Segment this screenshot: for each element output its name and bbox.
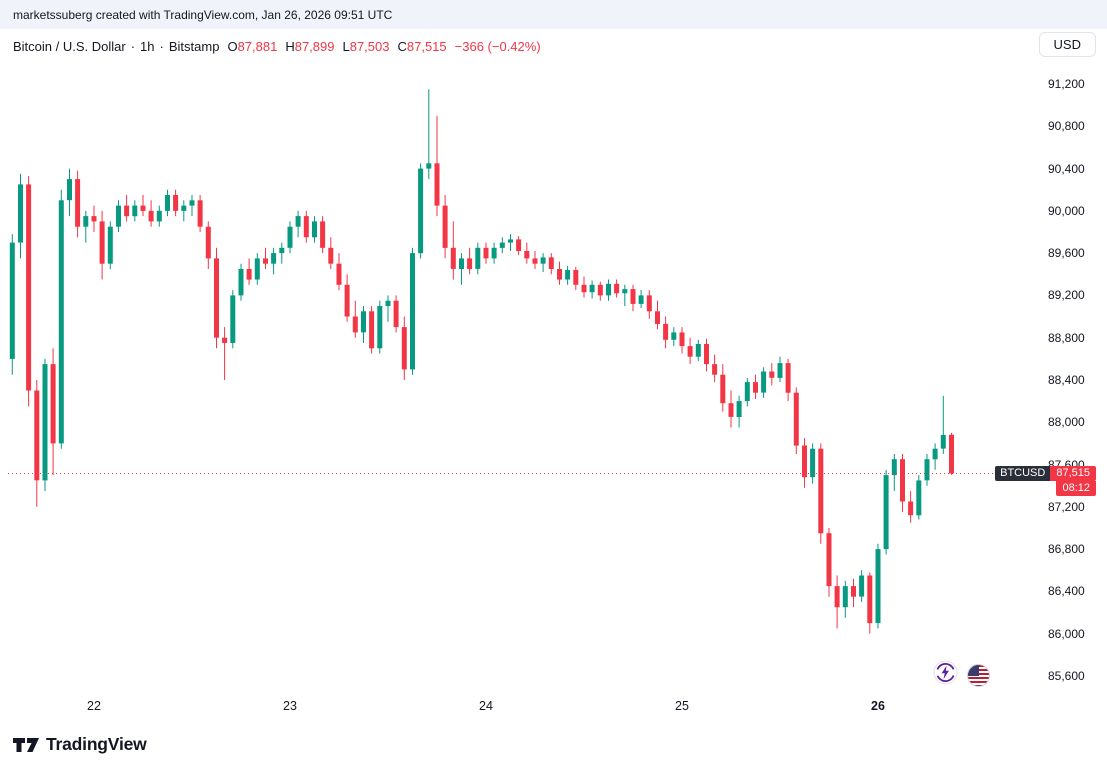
separator-dot: · <box>130 38 136 54</box>
price-tick-label: 90,400 <box>1048 161 1085 176</box>
time-tick-label: 25 <box>675 699 689 713</box>
price-tick-label: 87,200 <box>1048 499 1085 514</box>
interval-label: 1h <box>140 38 155 54</box>
ohlc-close: C87,515 <box>397 38 447 54</box>
ohlc-open: O87,881 <box>227 38 278 54</box>
time-tick-label: 26 <box>871 699 885 713</box>
price-tick-label: 86,800 <box>1048 542 1085 557</box>
ohlc-low: L87,503 <box>342 38 390 54</box>
time-axis[interactable]: 22 23 24 25 26 <box>0 697 1045 717</box>
symbol-header: Bitcoin / U.S. Dollar · 1h · Bitstamp O8… <box>13 36 541 56</box>
price-tick-label: 85,600 <box>1048 668 1085 683</box>
lightning-refresh-icon[interactable] <box>933 660 958 690</box>
ohlc-high: H87,899 <box>285 38 335 54</box>
tradingview-logo-text: TradingView <box>46 734 147 754</box>
price-tick-label: 90,000 <box>1048 203 1085 218</box>
price-tick-label: 89,600 <box>1048 246 1085 261</box>
time-tick-label: 22 <box>87 699 101 713</box>
time-tick-label: 23 <box>283 699 297 713</box>
price-tick-label: 90,800 <box>1048 119 1085 134</box>
bar-countdown: 08:12 <box>1056 480 1096 496</box>
price-tick-label: 88,400 <box>1048 373 1085 387</box>
last-price-symbol: BTCUSD <box>995 465 1051 481</box>
exchange-label: Bitstamp <box>168 38 220 54</box>
tradingview-logo[interactable]: TradingView <box>12 733 147 756</box>
us-flag-icon[interactable] <box>967 663 990 687</box>
last-price-row: BTCUSD 87,515 <box>995 465 1096 481</box>
event-icons <box>933 660 990 690</box>
last-price-badge[interactable]: BTCUSD 87,515 08:12 <box>995 465 1096 496</box>
currency-button[interactable]: USD <box>1038 32 1096 57</box>
last-price-value: 87,515 <box>1050 465 1096 481</box>
price-change: −366 (−0.42%) <box>454 38 541 54</box>
attribution-bar: marketssuberg created with TradingView.c… <box>0 0 1107 29</box>
time-tick-label: 24 <box>479 699 493 713</box>
candlestick-chart[interactable] <box>0 0 1045 776</box>
price-tick-label: 91,200 <box>1048 77 1085 91</box>
attribution-text: marketssuberg created with TradingView.c… <box>13 7 393 22</box>
price-tick-label: 88,000 <box>1048 415 1085 430</box>
separator-dot: · <box>159 38 164 54</box>
price-tick-label: 86,400 <box>1048 584 1085 599</box>
price-tick-label: 89,200 <box>1048 288 1085 303</box>
tradingview-logo-icon <box>13 738 39 752</box>
symbol-title: Bitcoin / U.S. Dollar <box>13 38 126 54</box>
price-axis[interactable]: 91,200 90,800 90,400 90,000 89,600 89,200 88,8… <box>1046 0 1107 710</box>
price-tick-label: 88,800 <box>1048 330 1085 345</box>
price-tick-label: 86,000 <box>1048 626 1085 641</box>
